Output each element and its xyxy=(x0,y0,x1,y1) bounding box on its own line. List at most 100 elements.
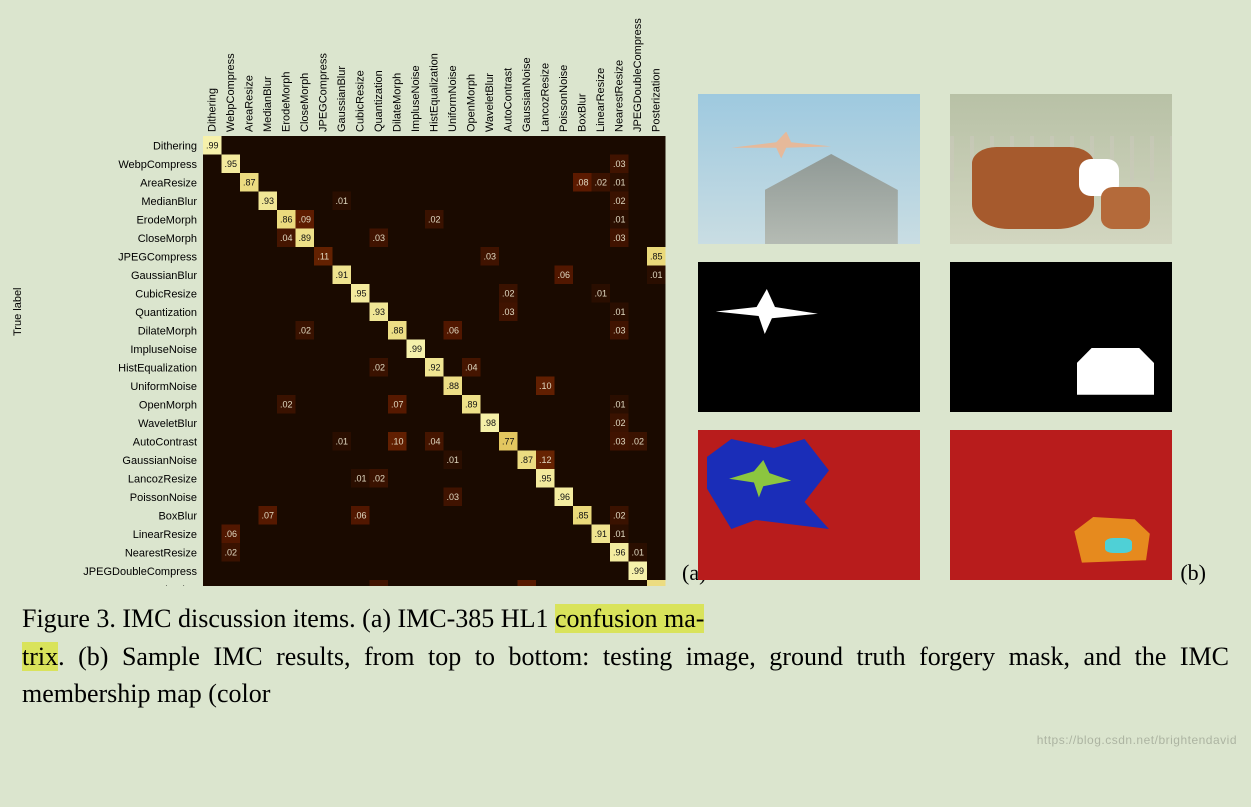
svg-text:.01: .01 xyxy=(446,455,459,465)
svg-text:.96: .96 xyxy=(557,492,570,502)
caption-highlight-2: trix xyxy=(22,642,58,671)
svg-text:.77: .77 xyxy=(502,436,515,446)
caption-rest: . (b) Sample IMC results, from top to bo… xyxy=(22,642,1229,709)
svg-text:.01: .01 xyxy=(650,270,663,280)
svg-text:.10: .10 xyxy=(539,381,552,391)
svg-text:HistEqualization: HistEqualization xyxy=(118,362,197,374)
svg-text:WaveletBlur: WaveletBlur xyxy=(484,73,496,132)
svg-text:.03: .03 xyxy=(613,436,626,446)
svg-text:.01: .01 xyxy=(613,307,626,317)
svg-text:BoxBlur: BoxBlur xyxy=(576,93,588,132)
svg-text:.88: .88 xyxy=(446,381,459,391)
svg-text:UniformNoise: UniformNoise xyxy=(130,381,197,393)
svg-text:Quantization: Quantization xyxy=(373,70,385,132)
svg-text:.08: .08 xyxy=(576,177,589,187)
caption-prefix: Figure 3. IMC discussion items. (a) IMC-… xyxy=(22,604,555,633)
svg-text:AreaResize: AreaResize xyxy=(140,177,197,189)
svg-text:.95: .95 xyxy=(354,288,367,298)
svg-text:AutoContrast: AutoContrast xyxy=(133,436,197,448)
svg-text:.02: .02 xyxy=(280,399,293,409)
svg-text:CloseMorph: CloseMorph xyxy=(299,73,311,132)
svg-text:.03: .03 xyxy=(613,159,626,169)
svg-text:.03: .03 xyxy=(372,233,385,243)
svg-text:.02: .02 xyxy=(594,177,607,187)
svg-text:.99: .99 xyxy=(631,566,644,576)
svg-text:.92: .92 xyxy=(428,362,441,372)
svg-text:.06: .06 xyxy=(446,325,459,335)
svg-text:CubicResize: CubicResize xyxy=(135,288,197,300)
svg-text:.02: .02 xyxy=(372,473,385,483)
svg-text:.01: .01 xyxy=(631,547,644,557)
svg-text:PoissonNoise: PoissonNoise xyxy=(130,492,197,504)
sample-bird-membership xyxy=(698,430,920,580)
svg-text:LancozResize: LancozResize xyxy=(128,473,197,485)
svg-text:.01: .01 xyxy=(354,473,367,483)
svg-text:GaussianNoise: GaussianNoise xyxy=(122,455,197,467)
svg-text:.01: .01 xyxy=(335,196,348,206)
svg-text:AreaResize: AreaResize xyxy=(243,75,255,132)
svg-text:.96: .96 xyxy=(613,547,626,557)
svg-text:.02: .02 xyxy=(631,436,644,446)
svg-text:.02: .02 xyxy=(372,362,385,372)
svg-text:GaussianBlur: GaussianBlur xyxy=(131,270,197,282)
svg-text:.02: .02 xyxy=(298,325,311,335)
svg-text:.02: .02 xyxy=(613,196,626,206)
svg-text:.01: .01 xyxy=(594,288,607,298)
svg-text:.93: .93 xyxy=(261,196,274,206)
svg-text:OpenMorph: OpenMorph xyxy=(465,74,477,132)
svg-text:.01: .01 xyxy=(613,399,626,409)
svg-text:.03: .03 xyxy=(613,233,626,243)
svg-text:.07: .07 xyxy=(520,584,533,586)
confusion-matrix-panel: True label .99.95.03.87.08.02.01.93.01.0… xyxy=(8,6,688,586)
svg-text:.91: .91 xyxy=(335,270,348,280)
svg-text:.91: .91 xyxy=(594,529,607,539)
svg-text:GaussianNoise: GaussianNoise xyxy=(521,57,533,132)
svg-text:.98: .98 xyxy=(483,418,496,428)
svg-text:Posterization: Posterization xyxy=(650,68,662,132)
svg-text:NearestResize: NearestResize xyxy=(125,547,197,559)
svg-text:.02: .02 xyxy=(224,547,237,557)
svg-text:JPEGDoubleCompress: JPEGDoubleCompress xyxy=(632,18,644,132)
svg-text:.06: .06 xyxy=(224,529,237,539)
svg-text:.87: .87 xyxy=(243,177,256,187)
sample-bird-mask xyxy=(698,262,920,412)
svg-text:NearestResize: NearestResize xyxy=(613,60,625,132)
svg-text:.88: .88 xyxy=(391,325,404,335)
svg-text:Posterization: Posterization xyxy=(133,584,197,586)
svg-text:.02: .02 xyxy=(613,418,626,428)
svg-text:JPEGCompress: JPEGCompress xyxy=(118,251,197,263)
svg-text:ImpluseNoise: ImpluseNoise xyxy=(130,344,197,356)
svg-text:.10: .10 xyxy=(391,436,404,446)
svg-text:WebpCompress: WebpCompress xyxy=(225,53,237,132)
svg-text:ImpluseNoise: ImpluseNoise xyxy=(410,65,422,132)
svg-text:HistEqualization: HistEqualization xyxy=(428,53,440,132)
svg-text:.87: .87 xyxy=(650,584,663,586)
sample-image-grid xyxy=(698,94,1172,580)
svg-text:.99: .99 xyxy=(206,140,219,150)
svg-text:ErodeMorph: ErodeMorph xyxy=(280,71,292,132)
sample-cow-mask xyxy=(950,262,1172,412)
svg-text:.01: .01 xyxy=(335,436,348,446)
svg-text:PoissonNoise: PoissonNoise xyxy=(558,65,570,132)
svg-text:DilateMorph: DilateMorph xyxy=(391,73,403,132)
svg-text:.07: .07 xyxy=(391,399,404,409)
svg-text:.03: .03 xyxy=(372,584,385,586)
svg-text:JPEGCompress: JPEGCompress xyxy=(317,53,329,132)
svg-text:BoxBlur: BoxBlur xyxy=(158,510,197,522)
svg-text:MedianBlur: MedianBlur xyxy=(141,196,197,208)
caption-highlight-1: confusion ma- xyxy=(555,604,704,633)
watermark-text: https://blog.csdn.net/brightendavid xyxy=(1037,733,1237,747)
svg-text:.01: .01 xyxy=(613,214,626,224)
svg-text:.89: .89 xyxy=(465,399,478,409)
panel-b-label: (b) xyxy=(1180,560,1206,586)
svg-text:.03: .03 xyxy=(613,325,626,335)
sample-results-panel: (b) xyxy=(688,6,1208,586)
svg-text:.95: .95 xyxy=(224,159,237,169)
svg-text:.12: .12 xyxy=(539,455,552,465)
svg-text:.04: .04 xyxy=(465,362,478,372)
svg-text:.07: .07 xyxy=(261,510,274,520)
sample-cow-membership xyxy=(950,430,1172,580)
svg-text:CubicResize: CubicResize xyxy=(354,70,366,132)
svg-text:.89: .89 xyxy=(298,233,311,243)
svg-text:.03: .03 xyxy=(446,492,459,502)
